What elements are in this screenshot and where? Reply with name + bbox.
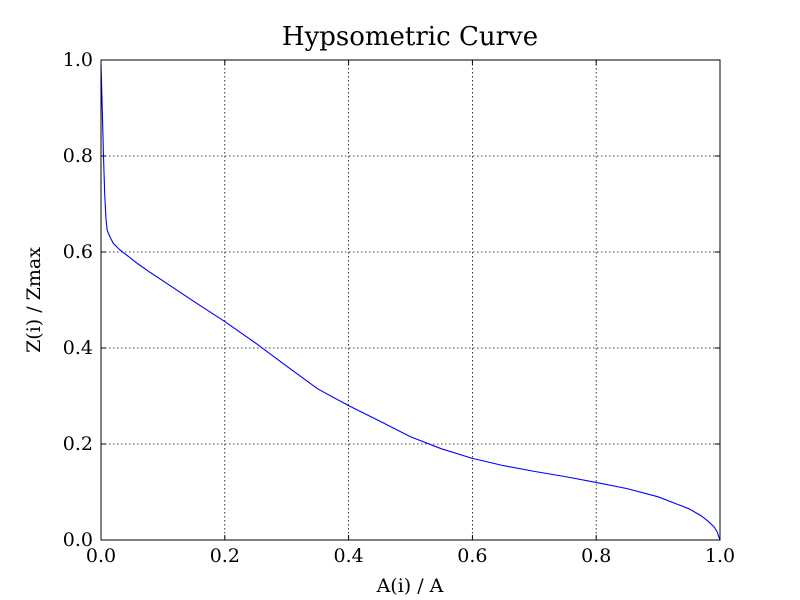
x-tick-label: 1.0 <box>705 545 735 567</box>
x-tick-label: 0.6 <box>457 545 487 567</box>
tick-layer: 0.0 0.2 0.4 0.6 0.8 1.0 0.0 0.2 0.4 0.6 0.8 1.0 <box>63 49 735 567</box>
y-axis-label: Z(i) / Zmax <box>23 247 45 353</box>
x-tick-label: 0.4 <box>333 545 363 567</box>
series-layer <box>100 64 721 541</box>
x-tick-label: 0.0 <box>86 545 116 567</box>
y-tick-label: 0.0 <box>63 529 93 551</box>
x-axis-label: A(i) / A <box>376 575 444 597</box>
x-tick-label: 0.2 <box>210 545 240 567</box>
y-tick-label: 1.0 <box>63 49 93 71</box>
chart-title: Hypsometric Curve <box>282 22 538 52</box>
y-tick-label: 0.8 <box>63 145 93 167</box>
hypsometric-series-line <box>100 64 721 541</box>
plot-frame <box>100 59 721 541</box>
y-tick-label: 0.2 <box>63 433 93 455</box>
grid-layer <box>101 60 720 540</box>
y-tick-label: 0.4 <box>63 337 93 359</box>
y-tick-label: 0.6 <box>63 241 93 263</box>
x-tick-label: 0.8 <box>581 545 611 567</box>
